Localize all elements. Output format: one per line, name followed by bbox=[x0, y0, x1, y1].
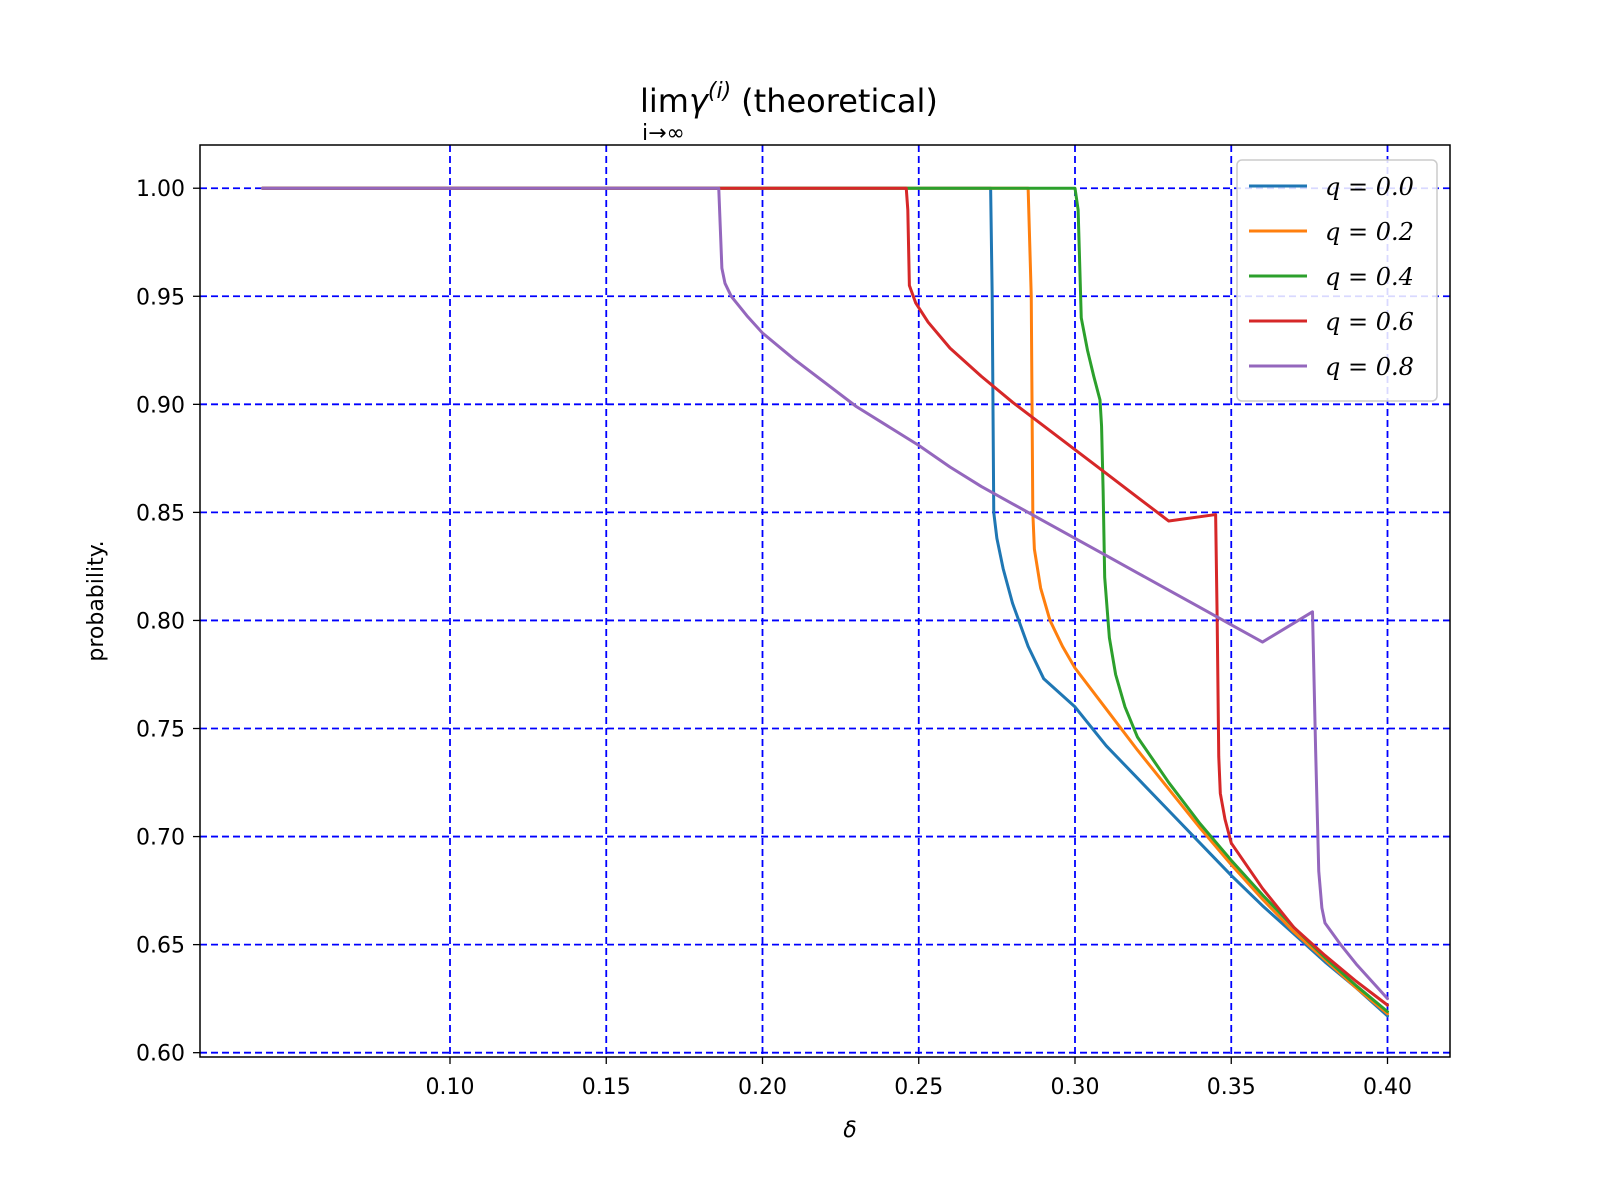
y-axis-ticks: 0.60 0.65 0.70 0.75 0.80 0.85 0.90 0.95 1.00 bbox=[136, 177, 200, 1067]
series-group bbox=[261, 186, 1389, 1018]
title-gamma: γ bbox=[689, 82, 710, 120]
series-line-2 bbox=[261, 186, 1389, 1014]
x-tick-label: 0.15 bbox=[582, 1075, 631, 1100]
legend-label-1: q = 0.2 bbox=[1325, 218, 1414, 246]
x-tick-label: 0.10 bbox=[426, 1075, 475, 1100]
x-tick-label: 0.35 bbox=[1207, 1075, 1256, 1100]
legend-label-3: q = 0.6 bbox=[1325, 308, 1414, 336]
y-tick-label: 0.95 bbox=[136, 285, 185, 310]
legend-label-2: q = 0.4 bbox=[1325, 263, 1414, 291]
y-tick-label: 0.85 bbox=[136, 501, 185, 526]
title-lim: lim bbox=[640, 82, 689, 120]
x-tick-label: 0.40 bbox=[1363, 1075, 1412, 1100]
legend-box bbox=[1236, 159, 1438, 402]
x-tick-label: 0.20 bbox=[738, 1075, 787, 1100]
y-tick-label: 0.90 bbox=[136, 393, 185, 418]
title-superscript: (i) bbox=[708, 79, 731, 104]
legend-label-4: q = 0.8 bbox=[1325, 353, 1414, 381]
chart-title: limγ(i) (theoretical) i→∞ bbox=[640, 79, 938, 146]
svg-text:limγ(i)(theoretical): limγ(i) (theoretical) bbox=[640, 79, 938, 120]
y-tick-label: 0.65 bbox=[136, 934, 185, 959]
y-tick-label: 0.75 bbox=[136, 718, 185, 743]
plot-frame bbox=[199, 144, 1451, 1058]
y-tick-label: 0.60 bbox=[136, 1042, 185, 1067]
series-line-0 bbox=[261, 186, 1389, 1018]
x-tick-label: 0.30 bbox=[1051, 1075, 1100, 1100]
title-suffix: (theoretical) bbox=[741, 82, 938, 120]
y-axis-label: probability. bbox=[84, 540, 109, 661]
y-tick-label: 0.70 bbox=[136, 826, 185, 851]
series-line-4 bbox=[261, 186, 1389, 1001]
y-tick-label: 1.00 bbox=[136, 177, 185, 202]
grid bbox=[200, 145, 1450, 1057]
series-line-1 bbox=[261, 186, 1389, 1016]
y-tick-label: 0.80 bbox=[136, 609, 185, 634]
legend: q = 0.0 q = 0.2 q = 0.4 q = 0.6 q = 0.8 bbox=[1236, 159, 1438, 402]
x-axis-label: δ bbox=[843, 1118, 856, 1143]
series-line-3 bbox=[261, 186, 1389, 1007]
x-tick-label: 0.25 bbox=[894, 1075, 943, 1100]
title-subscript: i→∞ bbox=[642, 121, 685, 146]
legend-label-0: q = 0.0 bbox=[1325, 173, 1414, 201]
x-axis-ticks: 0.10 0.15 0.20 0.25 0.30 0.35 0.40 bbox=[426, 1057, 1412, 1100]
